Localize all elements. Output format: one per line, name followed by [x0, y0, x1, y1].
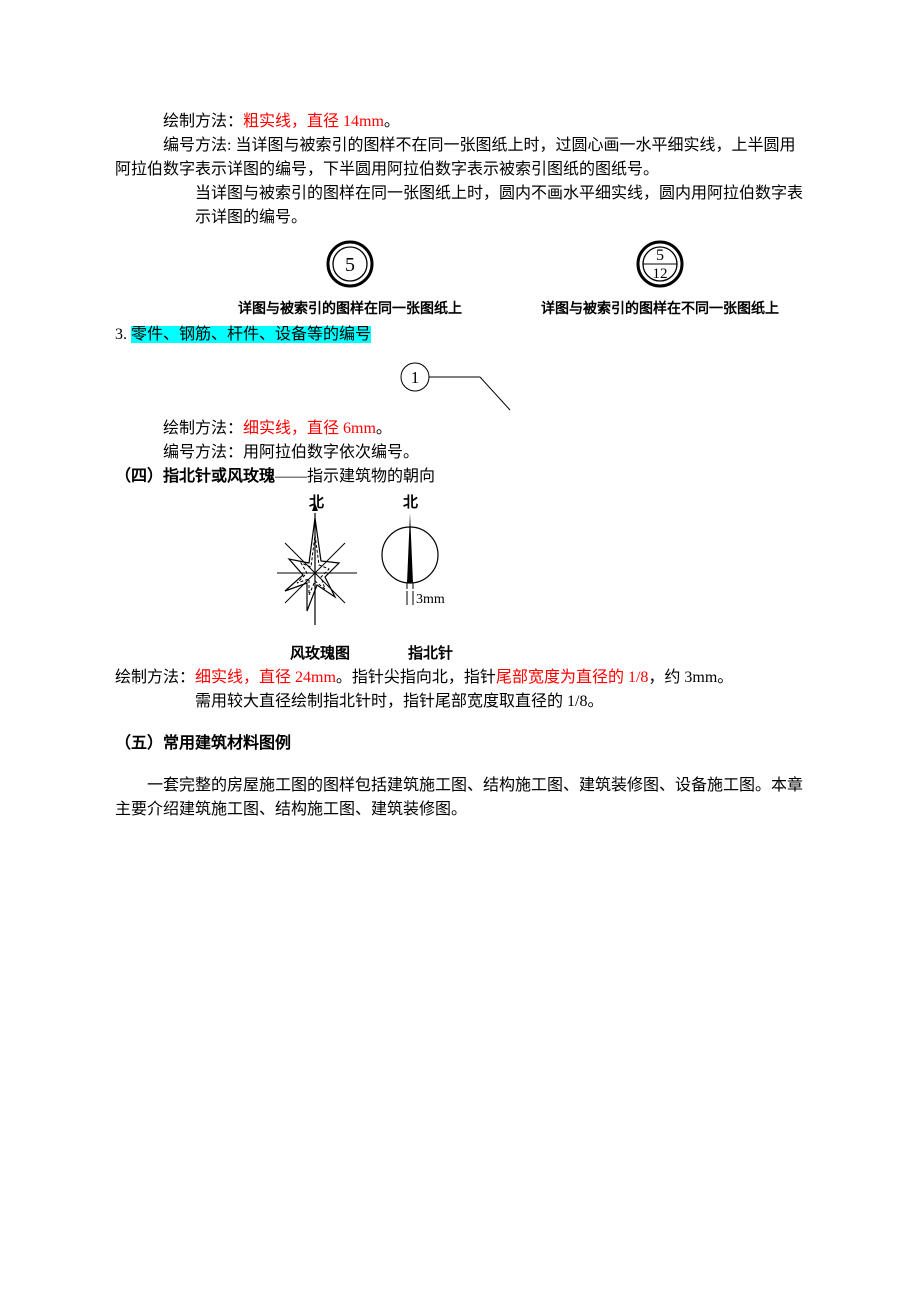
text-highlight: 零件、钢筋、杆件、设备等的编号: [131, 326, 371, 343]
p-numbering-method-2: 编号方法：用阿拉伯数字依次编号。: [115, 441, 805, 465]
windrose-compass-icon: 北 北 3mm: [255, 493, 475, 643]
detail-symbols-row: 5 详图与被索引的图样在同一张图纸上 5 12 详图与被索引的图样在不同一张图纸…: [115, 236, 805, 319]
text: 。: [384, 113, 400, 130]
sec4-rest: ——指示建筑物的朝向: [275, 468, 435, 485]
text-red: 细实线，直径 24mm: [195, 669, 336, 686]
symbol-diff-sheet: 5 12 详图与被索引的图样在不同一张图纸上: [520, 236, 800, 319]
text-red: 尾部宽度为直径的 1/8: [496, 669, 648, 686]
p-compass-note: 需用较大直径绘制指北针时，指针尾部宽度取直径的 1/8。: [115, 690, 805, 714]
text: 3.: [115, 326, 131, 343]
compass-row: 北 北 3mm: [255, 493, 805, 643]
sec4-title: （四）指北针或风玫瑰: [115, 468, 275, 485]
page: 绘制方法：粗实线，直径 14mm。 编号方法: 当详图与被索引的图样不在同一张图…: [0, 0, 920, 1302]
p-draw-method-2: 绘制方法：细实线，直径 6mm。: [115, 417, 805, 441]
section-5-heading: （五）常用建筑材料图例: [115, 732, 805, 756]
p-last: 一套完整的房屋施工图的图样包括建筑施工图、结构施工图、建筑装修图、设备施工图。本…: [115, 774, 805, 822]
item-3: 3. 零件、钢筋、杆件、设备等的编号: [115, 323, 805, 347]
text: 一套完整的房屋施工图的图样包括建筑施工图、结构施工图、建筑装修图、设备施工图。本…: [115, 777, 803, 818]
svg-text:1: 1: [411, 368, 420, 387]
label-windrose: 风玫瑰图: [290, 643, 350, 666]
text: 编号方法：用阿拉伯数字依次编号。: [163, 444, 419, 461]
p-draw-method-1: 绘制方法：粗实线，直径 14mm。: [115, 110, 805, 134]
text-red: 细实线，直径 6mm: [243, 420, 376, 437]
p-numbering-method-1: 编号方法: 当详图与被索引的图样不在同一张图纸上时，过圆心画一水平细实线，上半圆…: [115, 134, 805, 182]
svg-text:3mm: 3mm: [416, 592, 445, 607]
caption-diff-sheet: 详图与被索引的图样在不同一张图纸上: [541, 298, 779, 319]
text: 编号方法: 当详图与被索引的图样不在同一张图纸上时，过圆心画一水平细实线，上半圆…: [115, 134, 805, 182]
compass-labels-row: 风玫瑰图 指北针: [270, 643, 805, 666]
svg-text:12: 12: [653, 266, 668, 282]
text: 。指针尖指向北，指针: [336, 669, 496, 686]
svg-text:5: 5: [656, 247, 664, 264]
caption-same-sheet: 详图与被索引的图样在同一张图纸上: [238, 298, 462, 319]
text: 绘制方法：: [163, 420, 243, 437]
section-4-heading: （四）指北针或风玫瑰——指示建筑物的朝向: [115, 465, 805, 489]
p-same-sheet-note: 当详图与被索引的图样在同一张图纸上时，圆内不画水平细实线，圆内用阿拉伯数字表示详…: [115, 182, 805, 230]
symbol-same-sheet: 5 详图与被索引的图样在同一张图纸上: [220, 236, 480, 319]
circle-5-12-icon: 5 12: [630, 236, 690, 292]
leader-symbol-wrap: 1: [115, 355, 805, 415]
svg-text:北: 北: [403, 494, 418, 511]
text: 绘制方法：: [163, 113, 243, 130]
circle-5-icon: 5: [320, 236, 380, 292]
text: ，约 3mm。: [648, 669, 733, 686]
text: 需用较大直径绘制指北针时，指针尾部宽度取直径的 1/8。: [195, 693, 603, 710]
label-compass: 指北针: [408, 643, 453, 666]
text: 绘制方法：: [115, 669, 195, 686]
text-red: 粗实线，直径 14mm: [243, 113, 384, 130]
leader-circle-1-icon: 1: [385, 355, 535, 415]
svg-text:5: 5: [345, 254, 355, 276]
text: 。: [376, 420, 392, 437]
p-draw-method-3: 绘制方法：细实线，直径 24mm。指针尖指向北，指针尾部宽度为直径的 1/8，约…: [115, 666, 805, 690]
text: 当详图与被索引的图样在同一张图纸上时，圆内不画水平细实线，圆内用阿拉伯数字表示详…: [195, 185, 803, 226]
